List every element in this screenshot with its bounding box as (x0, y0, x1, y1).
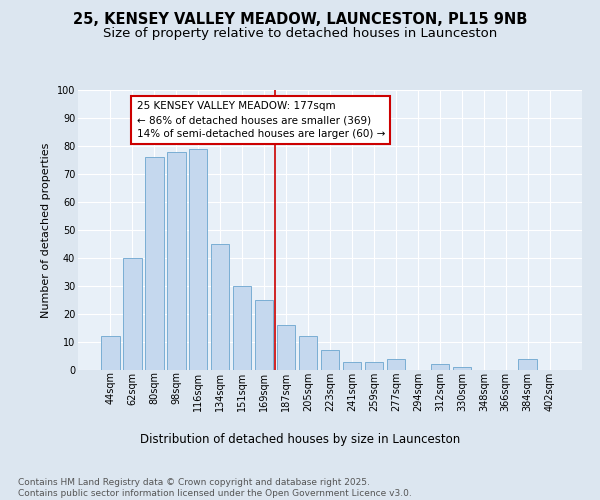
Text: 25, KENSEY VALLEY MEADOW, LAUNCESTON, PL15 9NB: 25, KENSEY VALLEY MEADOW, LAUNCESTON, PL… (73, 12, 527, 28)
Text: Size of property relative to detached houses in Launceston: Size of property relative to detached ho… (103, 28, 497, 40)
Bar (255, 300, 274, 370)
Text: Distribution of detached houses by size in Launceston: Distribution of detached houses by size … (140, 432, 460, 446)
Bar (386, 359, 405, 370)
Y-axis label: Number of detached properties: Number of detached properties (41, 142, 51, 318)
Bar (101, 336, 119, 370)
Bar (299, 336, 317, 370)
Bar (365, 362, 383, 370)
Bar (518, 359, 537, 370)
Bar (343, 362, 361, 370)
Bar (211, 244, 229, 370)
Bar (145, 157, 164, 370)
Bar (233, 286, 251, 370)
Bar (431, 364, 449, 370)
Bar (123, 258, 142, 370)
Bar (320, 350, 340, 370)
Text: Contains HM Land Registry data © Crown copyright and database right 2025.
Contai: Contains HM Land Registry data © Crown c… (18, 478, 412, 498)
Bar (189, 149, 208, 370)
Text: 25 KENSEY VALLEY MEADOW: 177sqm
← 86% of detached houses are smaller (369)
14% o: 25 KENSEY VALLEY MEADOW: 177sqm ← 86% of… (137, 101, 385, 139)
Bar (277, 325, 295, 370)
Bar (452, 367, 471, 370)
Bar (167, 152, 185, 370)
